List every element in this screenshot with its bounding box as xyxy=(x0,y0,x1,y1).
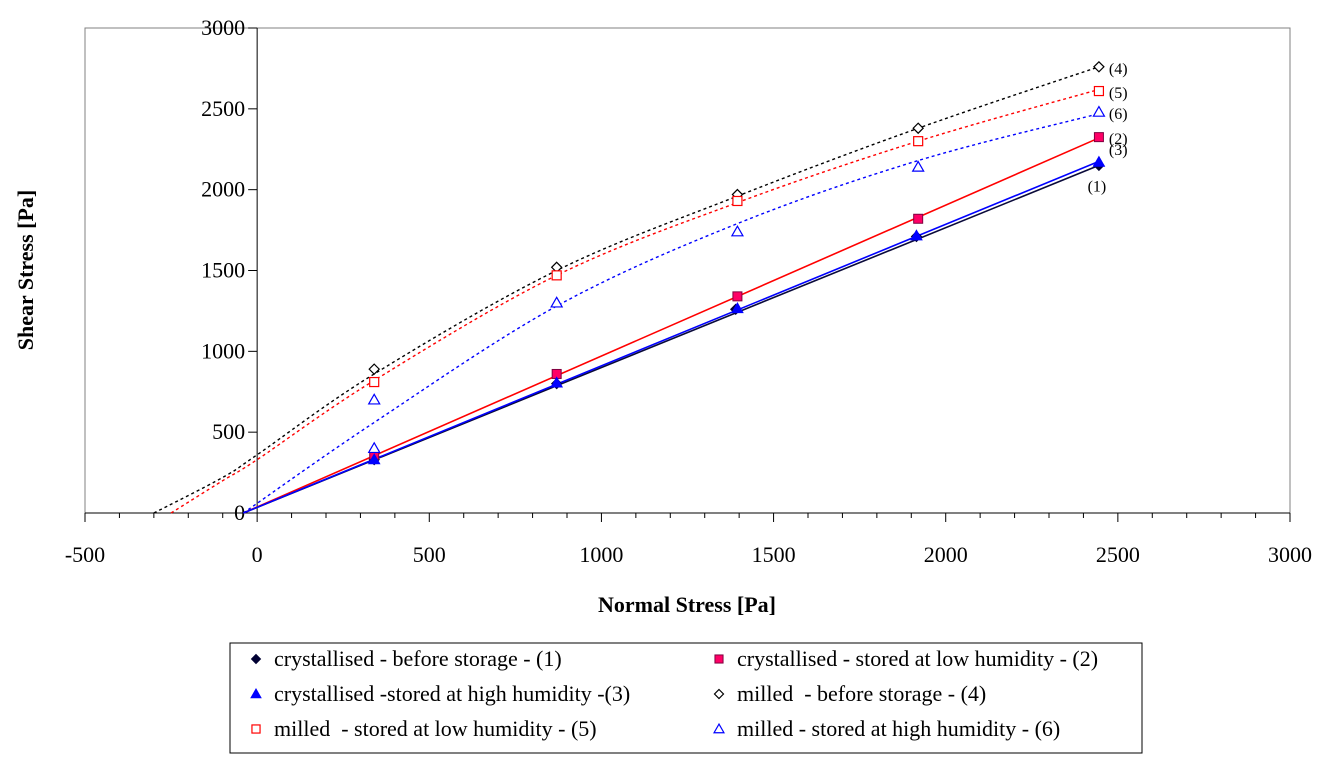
data-point xyxy=(369,376,380,388)
y-tick-label: 2000 xyxy=(201,177,245,202)
legend-item: crystallised - stored at low humidity - … xyxy=(714,646,1098,671)
series-label: (6) xyxy=(1109,106,1128,123)
legend: crystallised - before storage - (1) cryst… xyxy=(229,642,1143,754)
series-label: (5) xyxy=(1109,85,1128,102)
data-point xyxy=(550,296,564,308)
data-point xyxy=(910,229,923,241)
series-label: (3) xyxy=(1109,142,1128,159)
legend-label: crystallised -stored at high humidity -(… xyxy=(274,681,630,706)
data-point xyxy=(1093,85,1105,97)
legend-box xyxy=(229,642,1143,754)
data-point xyxy=(250,653,262,665)
series-labels: (1) (2)(3) (4) (5) (6) xyxy=(1088,61,1128,196)
x-tick-label: 2000 xyxy=(924,542,968,567)
data-point xyxy=(368,363,381,375)
axes: -500 0 500 1000 1500 2000 2500 3000 0 500 1000 1500… xyxy=(65,15,1312,567)
series-label: (1) xyxy=(1088,178,1107,195)
y-tick-label: 0 xyxy=(234,500,245,525)
y-tick-label: 500 xyxy=(212,419,245,444)
legend-item: milled - stored at low humidity - (5) xyxy=(251,716,597,741)
legend-item: crystallised -stored at high humidity -(… xyxy=(250,681,630,706)
x-tick-label: 1000 xyxy=(579,542,623,567)
y-tick-label: 2500 xyxy=(201,96,245,121)
data-point xyxy=(732,291,743,302)
trendline-series-5 xyxy=(170,88,1100,514)
data-point xyxy=(551,270,562,281)
series-label: (4) xyxy=(1109,61,1128,78)
data-point xyxy=(367,453,381,465)
data-point xyxy=(1092,105,1106,117)
x-tick-label: 500 xyxy=(413,542,446,567)
legend-item: milled - stored at high humidity - (6) xyxy=(713,716,1060,741)
data-point xyxy=(913,136,924,147)
markers xyxy=(367,60,1106,466)
trendline-series-3 xyxy=(243,160,1100,514)
y-tick-label: 1000 xyxy=(201,338,245,363)
legend-label: crystallised - stored at low humidity - … xyxy=(737,646,1098,671)
trendline-series-6 xyxy=(242,113,1100,514)
data-point xyxy=(251,724,261,734)
x-tick-label: 0 xyxy=(252,542,263,567)
data-point xyxy=(913,213,924,224)
data-point xyxy=(550,376,564,388)
legend-item: milled - before storage - (4) xyxy=(713,681,986,706)
data-point xyxy=(250,688,262,699)
legend-items: crystallised - before storage - (1) cryst… xyxy=(250,646,1098,741)
legend-label: milled - before storage - (4) xyxy=(737,681,986,706)
data-point xyxy=(730,224,744,237)
data-point xyxy=(732,195,743,207)
x-tick-label: 3000 xyxy=(1268,542,1312,567)
data-point xyxy=(713,722,725,734)
series-label: (2) xyxy=(1109,131,1128,148)
data-point xyxy=(1093,132,1104,143)
data-point xyxy=(731,301,744,314)
legend-label: milled - stored at low humidity - (5) xyxy=(274,716,597,741)
data-point xyxy=(367,393,381,405)
x-tick-label: -500 xyxy=(65,542,105,567)
data-point xyxy=(1093,60,1105,73)
y-axis-title: Shear Stress [Pa] xyxy=(13,190,38,351)
x-tick-label: 1500 xyxy=(752,542,796,567)
legend-label: milled - stored at high humidity - (6) xyxy=(737,716,1060,741)
trendline-series-2 xyxy=(243,137,1100,514)
data-point xyxy=(713,688,725,700)
data-point xyxy=(367,441,381,454)
x-tick-label: 2500 xyxy=(1096,542,1140,567)
data-point xyxy=(714,654,724,664)
data-point xyxy=(1092,155,1106,167)
x-axis-title: Normal Stress [Pa] xyxy=(598,592,776,617)
data-point xyxy=(911,160,925,172)
y-tick-label: 3000 xyxy=(201,15,245,40)
y-tick-label: 1500 xyxy=(201,258,245,283)
data-point xyxy=(912,122,925,135)
legend-item: crystallised - before storage - (1) xyxy=(250,646,562,671)
legend-label: crystallised - before storage - (1) xyxy=(274,646,562,671)
